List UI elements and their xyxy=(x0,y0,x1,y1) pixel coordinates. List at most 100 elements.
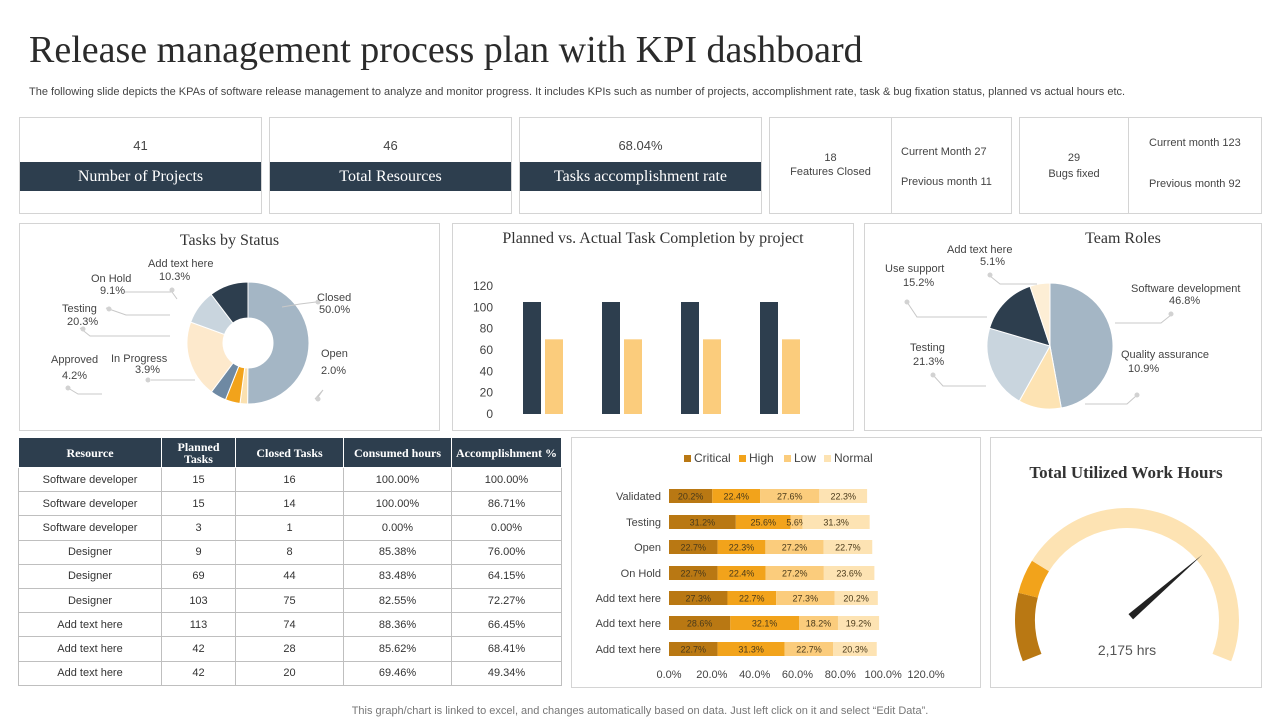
segment-label: 27.2% xyxy=(782,543,808,553)
slice-label: Testing xyxy=(62,303,97,315)
gauge-band xyxy=(1031,507,1239,662)
kpi-card-accomplishment: 68.04% Tasks accomplishment rate xyxy=(519,117,762,214)
team-roles-panel: Team Roles Software development 46.8% Qu… xyxy=(864,223,1262,431)
y-tick-label: 40 xyxy=(480,364,494,378)
slice-value: 15.2% xyxy=(903,277,934,289)
table-cell: Designer xyxy=(18,539,162,565)
bar-planned xyxy=(523,302,541,414)
header-resource: Resource xyxy=(18,437,162,468)
table-cell: Add text here xyxy=(18,636,162,662)
legend-swatch xyxy=(824,455,831,462)
tasks-by-status-panel: Tasks by Status Closed 50.0% Open 2.0% I… xyxy=(19,223,440,431)
chart-title: Planned vs. Actual Task Completion by pr… xyxy=(502,230,804,247)
kpi-card-resources: 46 Total Resources xyxy=(269,117,512,214)
x-tick-label: 20.0% xyxy=(696,669,727,681)
legend-swatch xyxy=(739,455,746,462)
table-cell: 68.41% xyxy=(451,636,562,662)
table-cell: 88.36% xyxy=(343,612,452,638)
table-cell: 3 xyxy=(161,515,236,541)
x-tick-label: 80.0% xyxy=(825,669,856,681)
table-cell: 14 xyxy=(235,491,344,517)
table-cell: Add text here xyxy=(18,660,162,686)
slice-label: Quality assurance xyxy=(1121,349,1209,361)
segment-label: 22.7% xyxy=(681,645,707,655)
x-tick-label: 100.0% xyxy=(865,669,903,681)
table-cell: 66.45% xyxy=(451,612,562,638)
features-count: 18 xyxy=(824,152,837,164)
slice-label: Testing xyxy=(910,342,945,354)
bar-planned xyxy=(681,302,699,414)
category-label: Validated xyxy=(616,491,661,503)
kpi-value: 46 xyxy=(383,138,398,153)
slice-value: 9.1% xyxy=(100,285,125,297)
table-row: Designer 9 8 85.38% 76.00% xyxy=(18,539,562,565)
slice-value: 10.9% xyxy=(1128,363,1159,375)
segment-label: 22.7% xyxy=(681,569,707,579)
segment-label: 22.4% xyxy=(723,492,749,502)
table-cell: Designer xyxy=(18,587,162,614)
slice-value: 5.1% xyxy=(980,256,1005,268)
features-current: Current Month 27 xyxy=(901,146,987,158)
header-closed: Closed Tasks xyxy=(235,437,344,468)
table-cell: 82.55% xyxy=(343,587,452,614)
slice-label: In Progress xyxy=(111,353,168,365)
segment-label: 20.2% xyxy=(843,594,869,604)
kpi-label: Tasks accomplishment rate xyxy=(520,162,761,191)
segment-label: 20.3% xyxy=(842,645,868,655)
bugs-label: Bugs fixed xyxy=(1048,168,1100,180)
table-cell: Designer xyxy=(18,563,162,589)
tasks-donut-chart: Closed 50.0% Open 2.0% In Progress 3.9% … xyxy=(51,258,351,405)
gauge-band xyxy=(1015,592,1042,662)
table-cell: 76.00% xyxy=(451,539,562,565)
category-label: Add text here xyxy=(596,593,661,605)
chart-title: Team Roles xyxy=(1085,230,1161,247)
segment-label: 5.6% xyxy=(786,518,807,528)
slice-label: Add text here xyxy=(148,258,213,270)
table-cell: 72.27% xyxy=(451,587,562,614)
segment-label: 25.6% xyxy=(750,518,776,528)
table-cell: Add text here xyxy=(18,612,162,638)
slice-label: Open xyxy=(321,348,348,360)
table-cell: 20 xyxy=(235,660,344,686)
segment-label: 22.3% xyxy=(729,543,755,553)
bugs-count: 29 xyxy=(1067,152,1081,164)
segment-high xyxy=(712,489,761,503)
bar-actual xyxy=(703,339,721,414)
table-cell: 74 xyxy=(235,612,344,638)
legend-label: Low xyxy=(794,451,816,465)
planned-actual-bar-chart: 0 20 40 60 80 100 120 xyxy=(473,279,800,421)
table-cell: 1 xyxy=(235,515,344,541)
kpi-value: 41 xyxy=(133,138,148,153)
segment-normal xyxy=(834,591,878,605)
table-row: Software developer 3 1 0.00% 0.00% xyxy=(18,515,562,541)
segment-label: 31.3% xyxy=(823,518,849,528)
header-consumed: Consumed hours xyxy=(343,437,452,468)
table-cell: Software developer xyxy=(18,466,162,493)
segment-high xyxy=(727,591,777,605)
category-label: Add text here xyxy=(596,618,661,630)
table-cell: 42 xyxy=(161,636,236,662)
page-title: Release management process plan with KPI… xyxy=(29,29,863,71)
slice-value: 3.9% xyxy=(135,364,160,376)
slice-value: 50.0% xyxy=(319,304,350,316)
gauge-band xyxy=(1018,560,1049,598)
table-row: Add text here 42 20 69.46% 49.34% xyxy=(18,660,562,686)
x-tick-label: 40.0% xyxy=(739,669,770,681)
table-cell: Software developer xyxy=(18,515,162,541)
segment-high xyxy=(717,540,766,554)
segment-normal xyxy=(823,566,875,580)
legend-swatch xyxy=(784,455,791,462)
table-cell: 69 xyxy=(161,563,236,589)
segment-high xyxy=(717,642,785,656)
features-label: Features Closed xyxy=(790,166,871,178)
table-cell: 15 xyxy=(161,466,236,493)
work-hours-gauge: 2,175 hrs xyxy=(1015,507,1239,662)
segment-low xyxy=(760,489,820,503)
kpi-card-projects: 41 Number of Projects xyxy=(19,117,262,214)
divider xyxy=(1128,118,1129,213)
table-cell: 83.48% xyxy=(343,563,452,589)
table-cell: 100.00% xyxy=(451,466,562,493)
slice-value: 2.0% xyxy=(321,365,346,377)
bar-actual xyxy=(545,339,563,414)
segment-high xyxy=(730,616,799,630)
